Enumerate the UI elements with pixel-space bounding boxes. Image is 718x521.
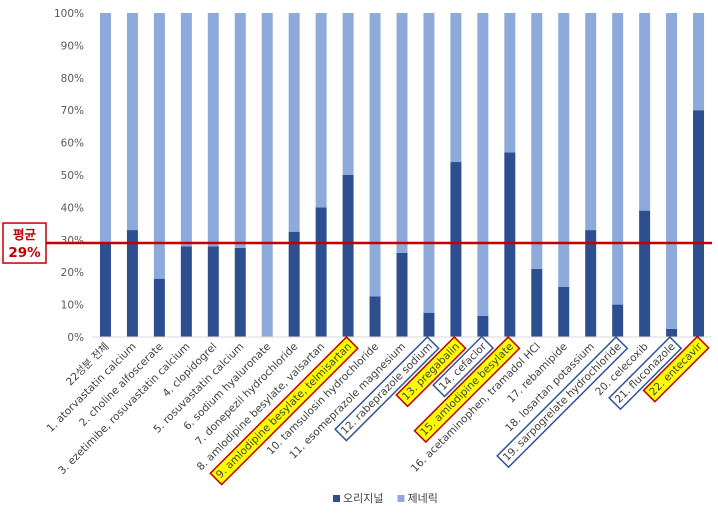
bar-original: [126, 230, 138, 337]
average-label-text: 평균: [13, 227, 37, 242]
bar-generic: [666, 13, 678, 329]
bar-generic: [99, 13, 111, 244]
average-label-value: 29%: [8, 245, 41, 261]
category-outline-box: [608, 336, 683, 411]
bar-original: [666, 328, 678, 337]
bar-generic: [234, 13, 246, 248]
y-tick-label: 60%: [61, 138, 84, 150]
bar-generic: [369, 13, 381, 297]
bar-generic: [207, 13, 219, 247]
bar-original: [477, 315, 489, 337]
bar-original: [450, 162, 462, 337]
bar-generic: [531, 13, 543, 269]
legend-swatch: [397, 495, 405, 502]
bar-generic: [261, 13, 273, 337]
bar-generic: [612, 13, 624, 305]
bar-original: [180, 246, 192, 337]
bar-original: [234, 247, 246, 337]
bar-original: [504, 152, 516, 337]
bar-generic: [180, 13, 192, 247]
y-tick-label: 20%: [61, 267, 84, 279]
bar-original: [288, 231, 300, 337]
bar-original: [585, 230, 597, 337]
bar-generic: [315, 13, 327, 208]
bar-original: [612, 304, 624, 337]
bar-generic: [288, 13, 300, 232]
bar-original: [423, 312, 435, 337]
bar-generic: [450, 13, 462, 163]
category-highlight-box: [413, 336, 521, 444]
legend-label: 제네릭: [407, 492, 437, 505]
bar-generic: [126, 13, 138, 231]
average-reference: 평균 29%: [2, 222, 712, 264]
y-tick-label: 80%: [61, 73, 84, 85]
bar-generic: [153, 13, 165, 279]
legend: 오리지널 제네릭: [333, 492, 438, 505]
bar-generic: [504, 13, 516, 153]
y-tick-label: 10%: [61, 300, 84, 312]
bar-original: [396, 252, 408, 337]
bar-original: [531, 268, 543, 337]
bar-generic: [558, 13, 570, 287]
y-tick-label: 30%: [61, 235, 84, 247]
y-axis-ticks: 0% 10% 20% 30% 40% 50% 60% 70% 80% 90% 100%: [54, 8, 84, 344]
category-outline-box: [334, 336, 440, 442]
bar-original: [693, 110, 705, 337]
bar-original: [315, 207, 327, 337]
category-highlight-box: [209, 336, 359, 486]
bar-original: [342, 175, 354, 337]
legend-swatch: [333, 495, 340, 502]
bar-generic: [477, 13, 489, 316]
y-tick-label: 0%: [67, 332, 84, 344]
y-tick-label: 50%: [61, 170, 84, 182]
category-outline-box: [496, 336, 629, 469]
bar-original: [639, 210, 651, 337]
bar-generic: [396, 13, 408, 253]
bars: [99, 13, 705, 337]
bar-original: [99, 243, 111, 337]
average-label-box: [2, 222, 47, 264]
bar-original: [153, 278, 165, 337]
category-highlight-box: [642, 335, 710, 403]
y-tick-label: 70%: [61, 105, 84, 117]
bar-generic: [342, 13, 354, 175]
y-tick-label: 90%: [61, 40, 84, 52]
bar-original: [369, 296, 381, 337]
y-tick-label: 100%: [54, 8, 84, 20]
bar-original: [558, 286, 570, 337]
bar-original: [207, 246, 219, 337]
bar-generic: [693, 13, 705, 111]
legend-label: 오리지널: [343, 492, 383, 505]
category-outline-box: [432, 335, 495, 398]
y-tick-label: 40%: [61, 202, 84, 214]
bar-generic: [585, 13, 597, 231]
bar-generic: [639, 13, 651, 211]
category-highlight-box: [395, 336, 467, 408]
bar-generic: [423, 13, 435, 313]
